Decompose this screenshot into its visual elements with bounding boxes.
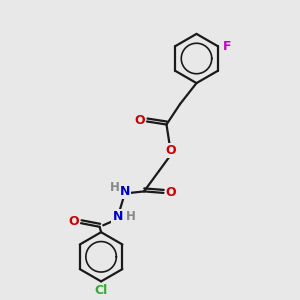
Text: N: N: [112, 209, 123, 223]
Text: H: H: [110, 181, 120, 194]
Text: O: O: [68, 215, 79, 228]
Text: F: F: [223, 40, 231, 53]
Text: O: O: [166, 144, 176, 157]
Text: O: O: [166, 186, 176, 200]
Text: Cl: Cl: [94, 284, 108, 297]
Text: H: H: [126, 209, 136, 223]
Text: O: O: [134, 113, 145, 127]
Text: N: N: [120, 185, 130, 198]
